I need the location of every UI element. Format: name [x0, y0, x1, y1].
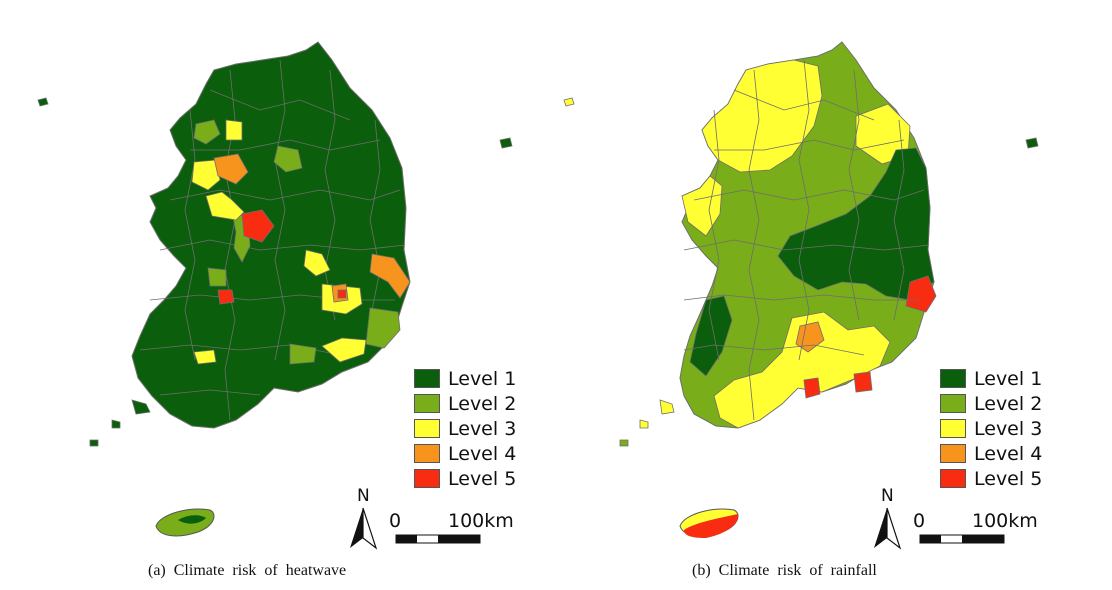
legend-swatch: [940, 369, 966, 388]
legend-item-level-4: Level 4: [414, 441, 516, 466]
level1-regions: [689, 147, 935, 377]
legend-label: Level 5: [974, 467, 1043, 490]
level3-regions: [191, 119, 367, 365]
north-arrow-icon: [874, 507, 902, 550]
legend-item-level-5: Level 5: [414, 466, 516, 491]
legend-item-level-2: Level 2: [414, 391, 516, 416]
legend-label: Level 1: [974, 367, 1043, 390]
legend-swatch: [414, 369, 440, 388]
scale-end-label: 100km: [448, 510, 514, 532]
legend-swatch: [414, 444, 440, 463]
jeju-south-region: [684, 514, 739, 538]
legend-swatch: [940, 394, 966, 413]
caption-heatwave: (a) Climate risk of heatwave: [148, 562, 347, 579]
legend-item-level-5: Level 5: [940, 466, 1042, 491]
legend-label: Level 2: [448, 392, 517, 415]
legend-item-level-1: Level 1: [414, 366, 516, 391]
scale-bar: [395, 534, 481, 544]
legend-item-level-2: Level 2: [940, 391, 1042, 416]
north-arrow-icon: [350, 507, 378, 550]
heatwave-risk-map: [37, 41, 513, 550]
level4-regions: [795, 321, 825, 353]
legend-swatch: [940, 419, 966, 438]
level5-regions: [803, 275, 937, 399]
legend-label: Level 4: [448, 442, 517, 465]
scale-bar: [919, 534, 1005, 544]
legend-label: Level 5: [448, 467, 517, 490]
legend-label: Level 2: [974, 392, 1043, 415]
legend-item-level-3: Level 3: [940, 416, 1042, 441]
islands: [563, 97, 1039, 447]
legend-swatch: [414, 469, 440, 488]
legend-item-level-3: Level 3: [414, 416, 516, 441]
north-label: N: [357, 486, 370, 506]
legend-label: Level 3: [448, 417, 517, 440]
legend-heatwave: Level 1 Level 2 Level 3 Level 4 Level 5: [414, 366, 516, 491]
legend-swatch: [414, 394, 440, 413]
legend-item-level-1: Level 1: [940, 366, 1042, 391]
district-boundaries: [139, 59, 406, 421]
jeju-inner-region: [178, 515, 206, 524]
legend-swatch: [940, 444, 966, 463]
scale-end-label: 100km: [972, 510, 1038, 532]
legend-rainfall: Level 1 Level 2 Level 3 Level 4 Level 5: [940, 366, 1042, 491]
level5-regions: [217, 209, 347, 305]
rainfall-risk-map: [563, 41, 1039, 550]
district-boundaries: [683, 59, 930, 421]
map-panel-rainfall: Level 1 Level 2 Level 3 Level 4 Level 5 …: [556, 0, 1112, 590]
scale-start-label: 0: [389, 510, 402, 532]
legend-label: Level 4: [974, 442, 1043, 465]
scale-start-label: 0: [913, 510, 926, 532]
legend-swatch: [414, 419, 440, 438]
north-label: N: [881, 486, 894, 506]
mainland-base: [131, 41, 411, 429]
caption-rainfall: (b) Climate risk of rainfall: [692, 562, 877, 579]
legend-label: Level 1: [448, 367, 517, 390]
legend-label: Level 3: [974, 417, 1043, 440]
islands: [37, 97, 513, 447]
map-panel-heatwave: Level 1 Level 2 Level 3 Level 4 Level 5 …: [37, 41, 516, 579]
legend-item-level-4: Level 4: [940, 441, 1042, 466]
legend-swatch: [940, 469, 966, 488]
